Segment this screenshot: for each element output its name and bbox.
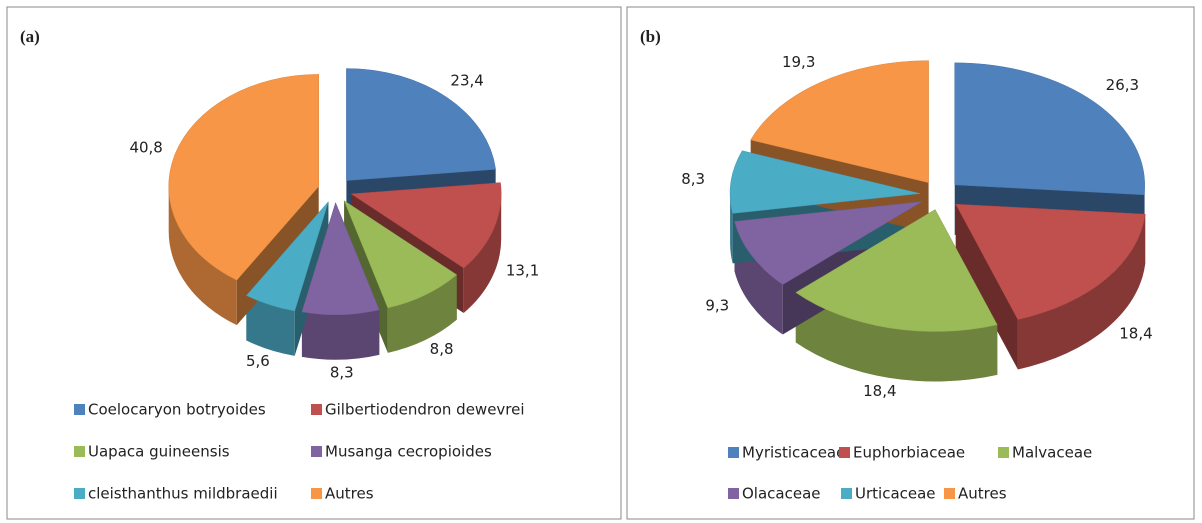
legend-swatch — [74, 488, 85, 499]
slice — [301, 201, 380, 315]
slice — [750, 60, 929, 183]
legend-label: Euphorbiaceae — [853, 444, 965, 462]
legend-label: Musanga cecropioides — [325, 443, 492, 461]
legend-swatch — [311, 404, 322, 415]
legend-swatch — [728, 447, 739, 458]
value-label: 13,1 — [506, 262, 539, 280]
value-label: 18,4 — [863, 382, 896, 400]
panel-label: (b) — [640, 27, 661, 46]
slice-side — [168, 186, 237, 326]
legend-label: Autres — [325, 485, 374, 503]
legend-label: Urticaceae — [855, 485, 936, 503]
slice — [343, 200, 458, 309]
value-label: 8,3 — [681, 170, 705, 188]
slice — [795, 209, 998, 332]
slice-side — [246, 295, 295, 356]
panel-label: (a) — [20, 27, 40, 46]
legend-swatch — [728, 488, 739, 499]
legend-label: Coelocaryon botryoides — [88, 401, 266, 419]
slice-side — [387, 274, 457, 353]
slice — [350, 182, 502, 269]
legend-swatch — [311, 488, 322, 499]
slice — [245, 201, 329, 312]
slice-side — [1017, 214, 1146, 370]
slice — [729, 150, 921, 214]
legend-label: Myristicaceae — [742, 444, 845, 462]
legend-swatch — [74, 446, 85, 457]
value-label: 19,3 — [782, 53, 815, 71]
legend-swatch — [944, 488, 955, 499]
slice-side — [795, 292, 998, 382]
slice — [168, 74, 319, 281]
value-label: 23,4 — [450, 71, 483, 89]
value-label: 5,6 — [246, 352, 270, 370]
slice — [954, 62, 1145, 196]
slice-side — [955, 204, 1018, 370]
slice-side — [463, 193, 502, 313]
legend-label: Malvaceae — [1012, 444, 1092, 462]
slice — [346, 68, 496, 181]
value-label: 26,3 — [1106, 76, 1139, 94]
legend-label: cleisthanthus mildbraedii — [88, 485, 278, 503]
value-label: 18,4 — [1119, 324, 1152, 342]
legend-swatch — [74, 404, 85, 415]
slice — [955, 203, 1146, 320]
legend-swatch — [839, 447, 850, 458]
slice — [734, 201, 923, 285]
legend-label: Olacaceae — [742, 485, 821, 503]
legend-swatch — [998, 447, 1009, 458]
legend-label: Uapaca guineensis — [88, 443, 230, 461]
value-label: 9,3 — [705, 297, 729, 315]
value-label: 8,3 — [330, 364, 354, 382]
value-label: 8,8 — [430, 340, 454, 358]
legend-swatch — [841, 488, 852, 499]
legend-swatch — [311, 446, 322, 457]
value-label: 40,8 — [129, 139, 162, 157]
legend-label: Gilbertiodendron dewevrei — [325, 401, 525, 419]
slice-side — [301, 309, 380, 360]
legend-label: Autres — [958, 485, 1007, 503]
